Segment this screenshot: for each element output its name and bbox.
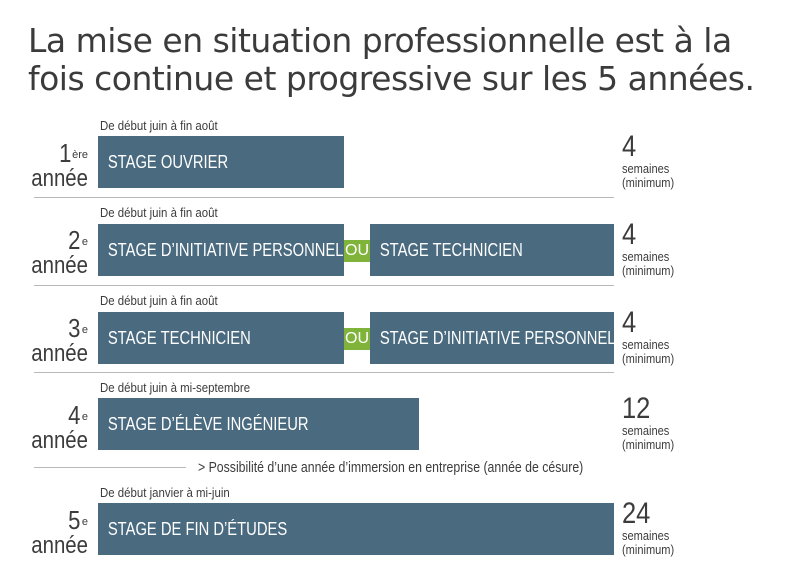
title-line-1: La mise en situation professionnelle est… <box>28 21 732 60</box>
ou-badge: OU <box>344 328 370 350</box>
divider <box>34 285 614 286</box>
year-1-period: De début juin à fin août <box>100 118 218 133</box>
year-suffix: e <box>81 516 88 528</box>
duration-number: 12 <box>622 392 651 425</box>
year-5-label: 5e année <box>20 507 88 559</box>
stage-bar: STAGE OUVRIER <box>98 136 344 188</box>
year-number: 2 <box>68 225 81 255</box>
year-5-period: De début janvier à mi-juin <box>100 485 230 500</box>
duration-min: (minimum) <box>622 351 675 366</box>
year-number: 4 <box>68 400 81 430</box>
duration-unit: semaines <box>622 249 670 264</box>
stage-label: STAGE TECHNICIEN <box>107 327 251 348</box>
stage-label: STAGE OUVRIER <box>107 151 229 172</box>
year-2-label: 2e année <box>20 227 88 279</box>
stage-label: STAGE D’ÉLÈVE INGÉNIEUR <box>107 413 309 434</box>
duration-min: (minimum) <box>622 175 675 190</box>
year-number: 1 <box>58 138 72 168</box>
divider <box>34 372 614 373</box>
duration-number: 4 <box>622 218 637 251</box>
duration-unit: semaines <box>622 528 670 543</box>
year-number: 5 <box>68 505 81 535</box>
year-4-period: De début juin à mi-septembre <box>100 380 251 395</box>
title-line-2: fois continue et progressive sur les 5 a… <box>28 59 755 98</box>
note-divider <box>34 467 186 468</box>
duration-min: (minimum) <box>622 263 675 278</box>
year-3-period: De début juin à fin août <box>100 293 218 308</box>
year-word: année <box>31 252 88 279</box>
duration: 4 semaines (minimum) <box>622 308 683 366</box>
year-2-period: De début juin à fin août <box>100 205 218 220</box>
year-suffix: ère <box>72 149 88 161</box>
stage-label: STAGE D’INITIATIVE PERSONNELLE <box>379 327 634 348</box>
stage-bar-alt: STAGE D’INITIATIVE PERSONNELLE <box>370 312 634 364</box>
duration-unit: semaines <box>622 161 670 176</box>
duration-min: (minimum) <box>622 437 675 452</box>
year-suffix: e <box>81 324 88 336</box>
year-word: année <box>31 340 88 367</box>
stage-bar: STAGE DE FIN D’ÉTUDES <box>98 503 614 555</box>
stage-label: STAGE D’INITIATIVE PERSONNELLE <box>107 239 362 260</box>
stage-bar: STAGE D’INITIATIVE PERSONNELLE <box>98 224 362 276</box>
duration: 12 semaines (minimum) <box>622 394 683 452</box>
page-title: La mise en situation professionnelle est… <box>28 22 788 98</box>
ou-badge: OU <box>344 240 370 262</box>
stage-bar: STAGE D’ÉLÈVE INGÉNIEUR <box>98 398 419 450</box>
year-word: année <box>31 427 88 454</box>
duration-unit: semaines <box>622 337 670 352</box>
stage-label: STAGE DE FIN D’ÉTUDES <box>107 518 288 539</box>
year-suffix: e <box>81 411 88 423</box>
duration-number: 24 <box>622 497 651 530</box>
year-word: année <box>31 532 88 559</box>
duration: 4 semaines (minimum) <box>622 132 683 190</box>
year-3-label: 3e année <box>20 315 88 367</box>
year-4-label: 4e année <box>20 402 88 454</box>
duration-min: (minimum) <box>622 542 675 557</box>
duration-number: 4 <box>622 306 637 339</box>
year-suffix: e <box>81 236 88 248</box>
stage-bar: STAGE TECHNICIEN <box>98 312 344 364</box>
duration: 24 semaines (minimum) <box>622 499 683 557</box>
stage-label: STAGE TECHNICIEN <box>379 239 523 260</box>
year-word: année <box>31 165 88 192</box>
year-1-label: 1ère année <box>20 140 88 192</box>
divider <box>34 197 614 198</box>
gap-year-note: > Possibilité d’une année d’immersion en… <box>198 459 584 476</box>
duration: 4 semaines (minimum) <box>622 220 683 278</box>
year-number: 3 <box>68 313 81 343</box>
duration-number: 4 <box>622 130 637 163</box>
stage-bar-alt: STAGE TECHNICIEN <box>370 224 614 276</box>
duration-unit: semaines <box>622 423 670 438</box>
